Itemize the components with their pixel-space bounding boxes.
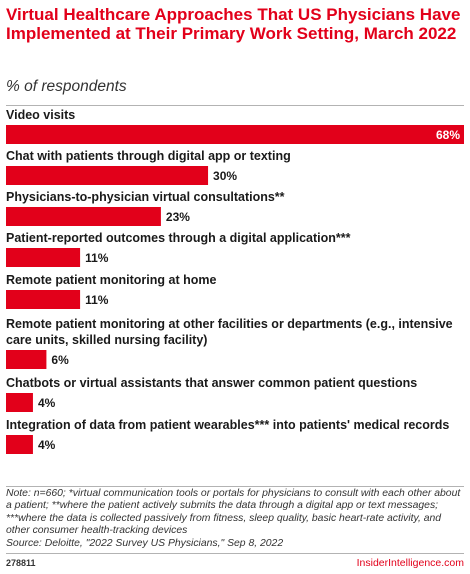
chart-title: Virtual Healthcare Approaches That US Ph… <box>6 5 461 43</box>
category-label: Remote patient monitoring at home <box>6 273 216 287</box>
chart-footnote: Note: n=660; *virtual communication tool… <box>6 488 464 550</box>
value-label: 11% <box>85 251 109 265</box>
bar <box>6 125 464 144</box>
category-label: Chatbots or virtual assistants that answ… <box>6 376 417 390</box>
value-label: 4% <box>38 438 56 452</box>
category-label: Remote patient monitoring at other facil… <box>6 317 453 347</box>
bar <box>6 350 47 369</box>
value-label: 11% <box>85 293 109 307</box>
bottom-divider <box>6 486 464 487</box>
chart-subtitle: % of respondents <box>6 78 127 95</box>
value-label: 23% <box>166 210 190 224</box>
value-label: 30% <box>213 169 237 183</box>
category-label: Chat with patients through digital app o… <box>6 149 291 163</box>
bar-chart: Video visits 68% Chat with patients throug… <box>6 108 464 454</box>
bar <box>6 166 209 185</box>
bar <box>6 393 33 412</box>
source-text: Source: Deloitte, "2022 Survey US Physic… <box>6 537 284 549</box>
bar <box>6 248 81 267</box>
chart-id: 278811 <box>6 558 36 568</box>
note-text: Note: n=660; *virtual communication tool… <box>6 488 461 537</box>
category-label: Video visits <box>6 108 75 122</box>
value-label: 68% <box>436 128 460 142</box>
brand-link[interactable]: InsiderIntelligence.com <box>356 557 464 569</box>
top-divider <box>6 105 464 106</box>
category-label: Patient-reported outcomes through a digi… <box>6 231 351 245</box>
bar <box>6 207 161 226</box>
footer-divider <box>6 553 464 554</box>
value-label: 4% <box>38 396 56 410</box>
category-label: Integration of data from patient wearabl… <box>6 418 449 432</box>
category-label: Physicians-to-physician virtual consulta… <box>6 190 285 204</box>
value-label: 6% <box>51 353 69 367</box>
bar <box>6 290 81 309</box>
bar <box>6 435 33 454</box>
